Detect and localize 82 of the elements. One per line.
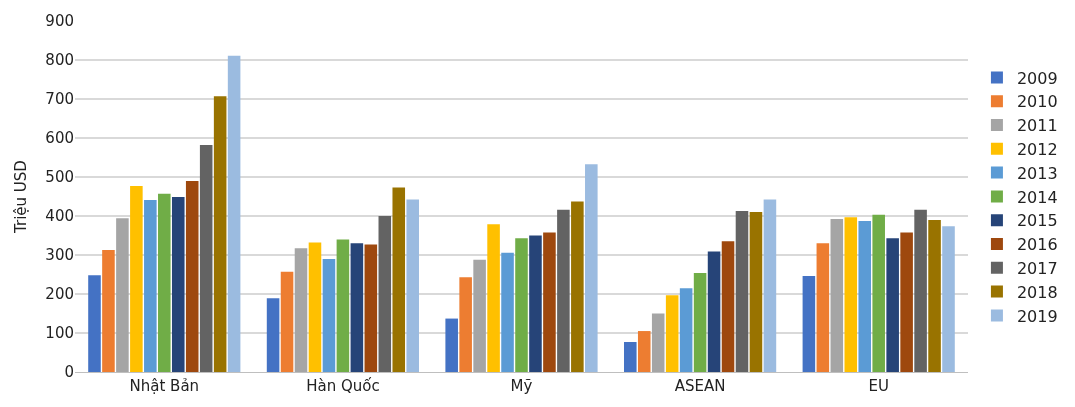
x-tick-label: Nhật Bản	[129, 377, 200, 395]
legend-label: 2011	[1016, 116, 1058, 136]
bar	[749, 212, 763, 372]
legend-label: 2019	[1016, 306, 1058, 326]
y-tick-label: 900	[45, 12, 74, 31]
bar	[445, 318, 458, 372]
bar	[802, 276, 816, 372]
bar	[308, 242, 322, 372]
y-tick-label: 500	[45, 168, 74, 187]
bar	[928, 219, 941, 372]
y-tick-label: 700	[45, 90, 74, 109]
y-tick-label: 400	[45, 207, 74, 226]
y-tick-label: 0	[64, 363, 74, 382]
bar	[213, 96, 227, 372]
bar	[872, 214, 885, 372]
bar	[679, 288, 693, 372]
y-axis-title: Triệu USD	[11, 160, 30, 234]
y-tick-label: 300	[45, 246, 74, 265]
bar	[515, 238, 528, 372]
bar	[406, 199, 419, 372]
legend-label: 2012	[1016, 140, 1058, 160]
y-tick-label: 600	[45, 129, 74, 148]
bar	[378, 216, 392, 372]
bar	[322, 258, 336, 372]
bar	[830, 219, 844, 372]
bar	[735, 210, 749, 372]
bar	[227, 55, 241, 372]
bar	[102, 249, 115, 372]
bar	[665, 295, 679, 372]
bar	[571, 201, 584, 372]
x-tick-label: Hàn Quốc	[306, 377, 380, 395]
bar	[199, 145, 213, 372]
x-tick-label: Mỹ	[510, 377, 533, 395]
bar	[144, 200, 157, 372]
bar	[459, 277, 472, 372]
bar	[637, 331, 651, 372]
bar	[280, 271, 294, 372]
bar	[721, 241, 735, 372]
y-tick-label: 100	[45, 324, 74, 343]
bar	[914, 209, 927, 372]
x-tick-label: ASEAN	[674, 377, 726, 395]
x-tick-label: EU	[868, 377, 889, 395]
legend-label: 2015	[1016, 211, 1058, 231]
bar	[116, 218, 129, 372]
bar	[816, 243, 830, 372]
bar	[651, 313, 665, 372]
bar	[763, 199, 777, 372]
bar	[350, 243, 364, 372]
bar	[844, 217, 858, 372]
bar	[585, 164, 598, 372]
bar	[501, 252, 514, 372]
bar	[158, 193, 171, 372]
bar	[392, 187, 406, 372]
legend-label: 2010	[1016, 92, 1058, 112]
legend-label: 2016	[1016, 235, 1058, 255]
bar	[185, 180, 199, 372]
legend-label: 2018	[1016, 282, 1058, 302]
y-tick-label: 200	[45, 285, 74, 304]
bar	[557, 209, 570, 372]
y-tick-label: 800	[45, 51, 74, 70]
legend-label: 2013	[1016, 163, 1058, 183]
bar	[294, 248, 308, 372]
legend-label: 2009	[1016, 68, 1058, 88]
bar	[88, 275, 101, 372]
bar	[707, 251, 721, 372]
legend-label: 2017	[1016, 259, 1058, 279]
bar	[886, 238, 899, 372]
bar	[266, 298, 280, 372]
bar	[487, 224, 500, 372]
bar	[858, 221, 872, 372]
bar	[693, 272, 707, 372]
bar	[543, 232, 556, 372]
bar	[624, 341, 637, 372]
bar	[473, 259, 486, 372]
bar	[336, 239, 350, 372]
bar	[171, 196, 185, 372]
bar	[130, 185, 143, 372]
bar	[364, 244, 378, 372]
bar	[900, 232, 913, 372]
bar	[942, 226, 955, 372]
legend-label: 2014	[1016, 187, 1058, 207]
bar	[529, 235, 542, 372]
